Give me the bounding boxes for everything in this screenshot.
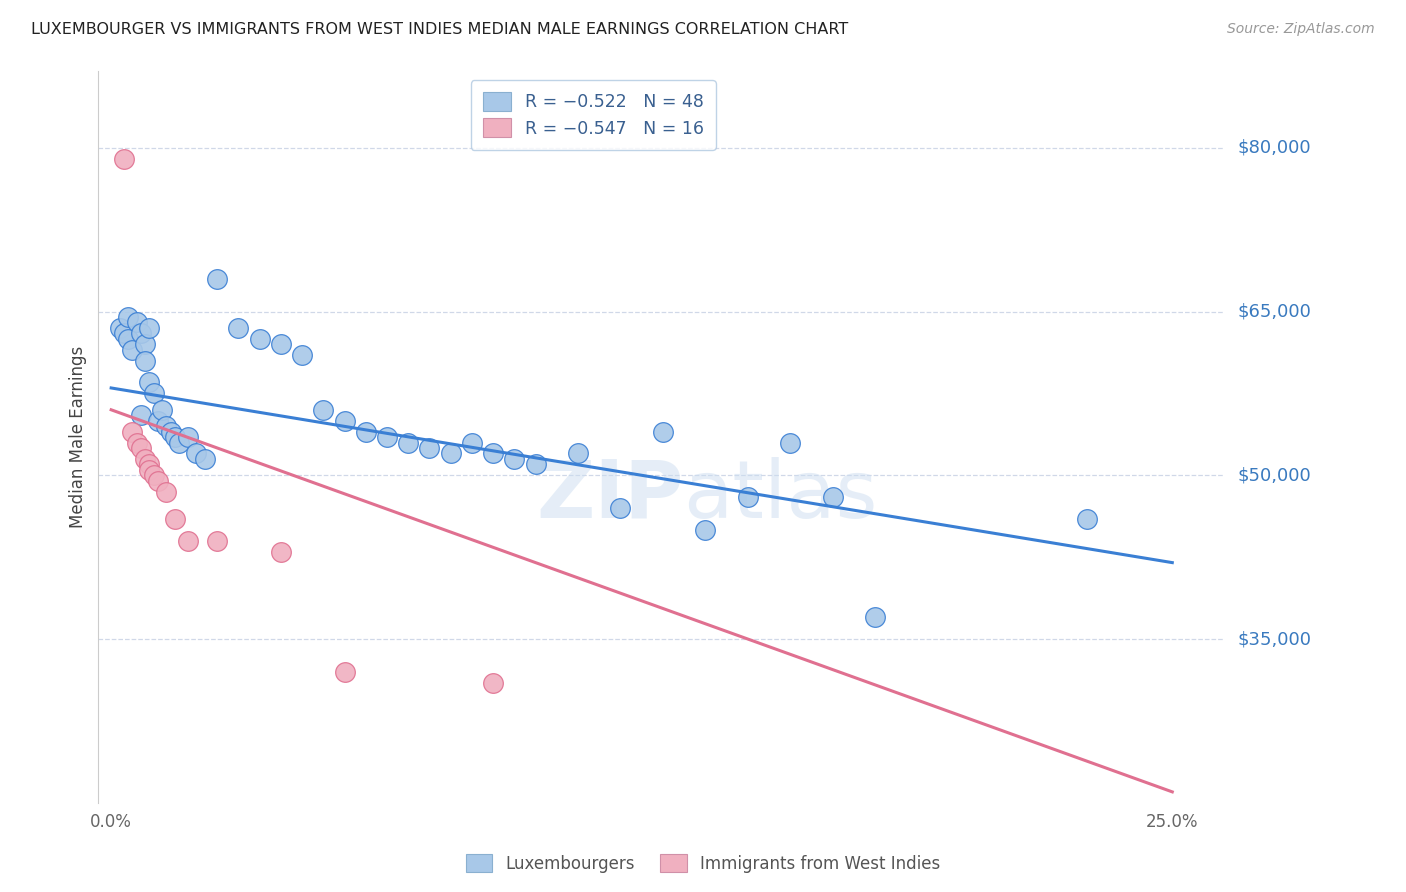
Point (146, 474, 169, 488)
Point (482, 675, 505, 690)
Legend: Luxembourgers, Immigrants from West Indies: Luxembourgers, Immigrants from West Indi… (458, 847, 948, 880)
Point (207, 533, 229, 548)
Point (482, 446, 505, 460)
Legend: R = −0.522   N = 48, R = −0.547   N = 16: R = −0.522 N = 48, R = −0.547 N = 16 (471, 80, 716, 150)
Point (524, 458, 547, 472)
Point (461, 435, 484, 450)
Text: ZIP: ZIP (536, 457, 683, 534)
Point (375, 430, 398, 444)
Point (503, 451, 526, 466)
Point (228, 321, 250, 335)
Point (142, 468, 165, 483)
Point (155, 484, 177, 499)
Point (155, 419, 177, 434)
Point (312, 402, 335, 417)
Point (125, 315, 148, 329)
Text: $35,000: $35,000 (1237, 630, 1312, 648)
Point (138, 321, 160, 335)
Point (333, 665, 356, 679)
Point (117, 332, 139, 346)
Point (193, 451, 215, 466)
Point (134, 353, 156, 368)
Point (737, 490, 759, 504)
Point (125, 435, 148, 450)
Point (207, 272, 229, 286)
Point (138, 376, 160, 390)
Point (440, 446, 463, 460)
Point (821, 490, 844, 504)
Point (270, 545, 292, 559)
Point (609, 501, 631, 516)
Point (270, 337, 292, 351)
Text: LUXEMBOURGER VS IMMIGRANTS FROM WEST INDIES MEDIAN MALE EARNINGS CORRELATION CHA: LUXEMBOURGER VS IMMIGRANTS FROM WEST IND… (31, 22, 848, 37)
Point (117, 310, 139, 324)
Point (249, 332, 271, 346)
Point (108, 321, 131, 335)
Point (150, 402, 173, 417)
Text: $50,000: $50,000 (1237, 467, 1310, 484)
Text: $65,000: $65,000 (1237, 302, 1310, 320)
Point (354, 425, 377, 439)
Point (396, 435, 419, 450)
Point (138, 463, 160, 477)
Point (176, 430, 198, 444)
Point (129, 409, 152, 423)
Point (167, 435, 190, 450)
Point (121, 425, 143, 439)
Point (333, 414, 356, 428)
Point (112, 326, 135, 341)
Point (567, 446, 589, 460)
Point (184, 446, 207, 460)
Point (163, 430, 186, 444)
Point (134, 337, 156, 351)
Point (142, 386, 165, 401)
Point (652, 425, 675, 439)
Point (779, 435, 801, 450)
Point (138, 458, 160, 472)
Text: $80,000: $80,000 (1237, 139, 1310, 157)
Point (163, 512, 186, 526)
Point (129, 441, 152, 455)
Point (146, 414, 169, 428)
Point (121, 343, 143, 357)
Point (1076, 512, 1098, 526)
Point (695, 523, 717, 537)
Text: atlas: atlas (683, 457, 877, 534)
Point (129, 326, 152, 341)
Point (159, 425, 181, 439)
Point (134, 451, 156, 466)
Point (291, 348, 314, 362)
Point (112, 152, 135, 166)
Point (176, 533, 198, 548)
Point (418, 441, 440, 455)
Point (863, 610, 886, 624)
Y-axis label: Median Male Earnings: Median Male Earnings (69, 346, 87, 528)
Text: Source: ZipAtlas.com: Source: ZipAtlas.com (1227, 22, 1375, 37)
